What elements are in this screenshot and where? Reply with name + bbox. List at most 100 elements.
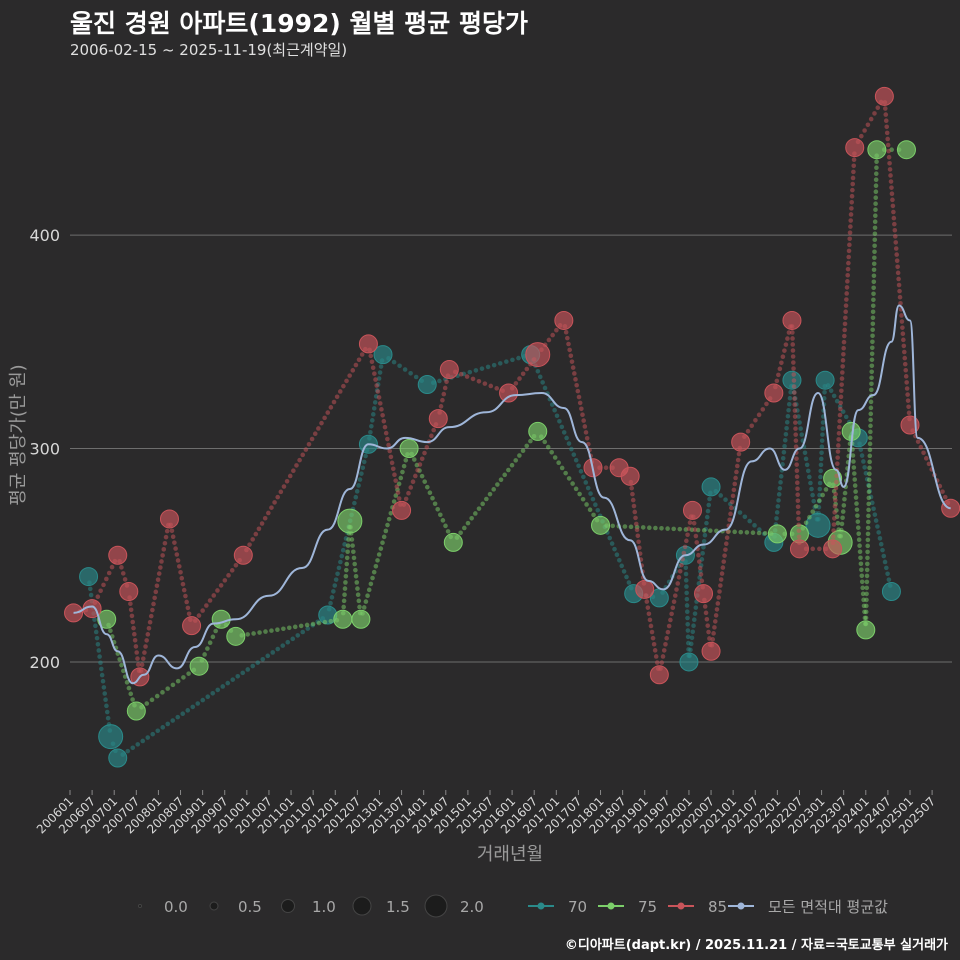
trail-dot [718,583,723,588]
trail-dot [408,485,414,490]
trail-dot [791,360,796,365]
trail-dot [712,619,718,624]
chart-title: 울진 경원 아파트(1992) 월별 평균 평당가 [70,9,528,38]
trail-dot [835,461,840,467]
data-point-85 [845,138,865,158]
trail-dot [793,438,799,443]
trail-dot [341,598,347,604]
trail-dot [133,644,139,649]
trail-dot [297,457,302,463]
trail-dot [181,675,186,680]
trail-dot [786,407,791,413]
trail-dot [328,405,334,410]
trail-dot [835,455,840,460]
trail-dot [707,528,713,533]
trail-dot [637,551,643,556]
trail-dot [904,386,910,391]
data-point-85 [525,342,551,368]
trail-dot [120,571,126,576]
trail-dot [887,160,892,166]
trail-dot [145,735,151,740]
trail-dot [573,457,579,463]
trail-dot [831,522,837,527]
trail-dot [357,477,363,482]
trail-dot [855,513,860,518]
trail-dot [833,485,839,491]
trail-dot [703,610,709,616]
trail-dot [874,159,879,165]
trail-dot [842,327,847,333]
trail-dot [794,468,800,473]
trail-dot [764,401,769,407]
trail-dot [250,663,256,669]
trail-dot [353,574,359,579]
trail-dot [363,453,368,459]
data-point-75 [126,701,146,721]
trail-dot [103,697,108,703]
trail-dot [573,377,578,382]
trail-dot [865,543,871,549]
trail-dot [838,400,843,406]
y-tick-label: 400 [29,226,60,245]
trail-dot [287,473,293,479]
trail-dot [704,616,710,622]
legend-label: 75 [638,898,657,916]
trail-dot [665,526,670,531]
trail-dot [377,370,383,375]
trail-dot [403,457,409,463]
trail-dot [705,623,711,628]
trail-dot [905,398,911,403]
trail-dot [893,240,899,245]
trail-dot [793,420,798,425]
data-point-70 [98,724,124,750]
trail-dot [753,417,758,423]
trail-dot [701,544,706,550]
trail-dot [847,242,852,248]
trail-dot [363,599,369,604]
trail-dot [554,327,559,333]
trail-dot [513,381,519,386]
trail-dot [550,332,555,338]
trail-dot [156,571,162,576]
data-point-75 [856,620,876,640]
size-legend-label: 0.5 [238,898,262,916]
trail-dot [715,601,721,606]
trail-dot [846,248,852,254]
trail-dot [872,249,877,255]
trail-dot [704,520,709,526]
trail-dot [368,353,374,359]
trail-dot [819,450,824,456]
trail-dot [139,662,145,668]
data-point-75 [896,140,916,160]
trail-dot [713,613,719,618]
trail-dot [170,718,176,723]
trail-dot [345,543,351,548]
y-tick-label: 200 [29,653,60,672]
trail-dot [438,512,443,518]
trail-dot [365,593,370,599]
trail-dot [868,429,873,435]
trail-dot [790,354,796,359]
trail-dot [899,313,904,318]
trail-dot [125,748,131,754]
trail-dot [796,516,801,522]
trail-dot [818,456,824,462]
trail-dot [392,472,397,478]
trail-dot [886,148,891,154]
trail-dot [891,209,896,215]
trail-dot [285,639,291,645]
trail-dot [380,412,385,418]
trail-dot [569,359,575,364]
trail-dot [488,383,494,389]
trail-dot [735,457,741,463]
trail-dot [861,459,866,464]
trail-dot [844,291,849,296]
trail-dot [180,711,186,717]
trail-dot [701,528,707,533]
trail-dot [612,546,617,552]
trail-dot [380,540,385,546]
trail-dot [375,389,381,394]
trail-dot [706,629,711,635]
trail-dot [200,608,205,613]
trail-dot [890,203,896,209]
